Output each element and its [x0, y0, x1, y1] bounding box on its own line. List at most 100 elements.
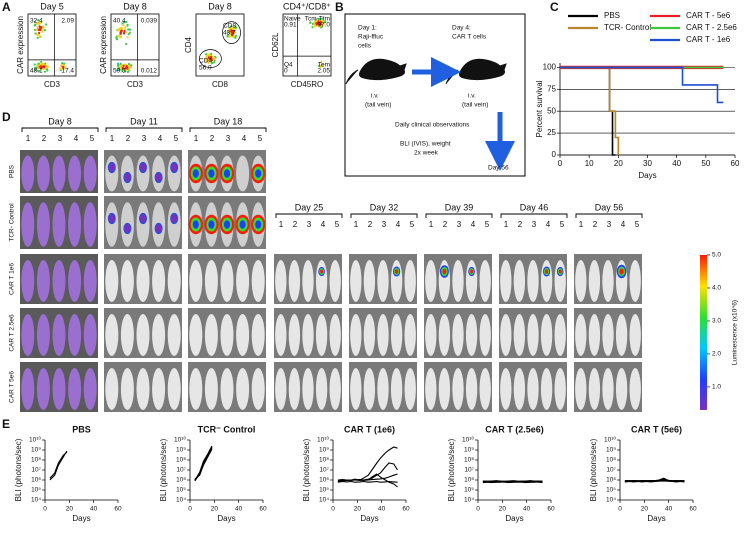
- y-tick-label: 10⁷: [464, 467, 474, 474]
- flow-event: [127, 28, 130, 31]
- mouse: [513, 368, 526, 410]
- bli-signal: [208, 220, 215, 229]
- bli-signal: [470, 269, 474, 274]
- mouse: [350, 368, 362, 410]
- bli-signal: [124, 173, 131, 182]
- y-tick-label: 75: [547, 84, 556, 93]
- x-axis-label: Days: [647, 514, 665, 523]
- bli-signal: [192, 169, 199, 178]
- gate-label: 2.09: [61, 18, 74, 25]
- bli-signal: [108, 163, 115, 172]
- mouse: [425, 260, 437, 302]
- flow-event: [59, 67, 62, 71]
- chart-title: PBS: [72, 424, 91, 434]
- mouse: [105, 155, 119, 192]
- gate: [222, 21, 241, 44]
- mouse-trace: [49, 450, 68, 481]
- flow-event: [121, 69, 124, 72]
- y-tick-label: 10⁴: [606, 497, 616, 504]
- mouse: [167, 260, 181, 302]
- mouse: [350, 260, 362, 302]
- mouse: [438, 368, 451, 410]
- mouse: [479, 260, 491, 302]
- mouse: [602, 260, 614, 302]
- flow-event: [228, 32, 232, 35]
- bli-signal: [255, 220, 262, 229]
- mouse: [21, 314, 35, 356]
- y-tick-label: 10⁴: [31, 497, 41, 504]
- gate-label: Tcm-Ttm: [305, 16, 330, 23]
- mouse: [500, 260, 512, 302]
- flow-event: [122, 24, 125, 27]
- protocol-text: CAR T cells: [452, 34, 487, 41]
- x-tick-label: 20: [354, 506, 362, 513]
- flow-event: [127, 33, 130, 36]
- bli-signal: [171, 214, 178, 223]
- y-tick-label: 50: [547, 106, 556, 115]
- flow-event: [207, 61, 210, 65]
- legend-label: CAR T - 5e6: [686, 11, 731, 20]
- flow-event: [124, 26, 127, 29]
- flow-event: [235, 26, 238, 29]
- mouse: [83, 260, 97, 302]
- group-label: TCR- Control: [9, 203, 16, 242]
- x-tick-label: 30: [643, 159, 652, 168]
- mouse: [36, 368, 50, 410]
- flow-event: [33, 63, 36, 66]
- mouse: [540, 368, 553, 410]
- y-tick-label: 10⁴: [464, 497, 474, 504]
- y-axis-label: BLI (photons/sec): [302, 438, 311, 501]
- y-tick-label: 10⁴: [176, 497, 186, 504]
- y-tick-label: 10⁵: [606, 487, 616, 494]
- mouse-trace: [337, 480, 398, 483]
- mouse: [465, 368, 478, 410]
- mouse: [204, 260, 218, 302]
- protocol-text: 2x week: [414, 150, 439, 157]
- mouse-number: 2: [368, 220, 373, 229]
- flow-event: [126, 70, 129, 74]
- day-bracket: [350, 213, 418, 218]
- mouse: [390, 314, 403, 356]
- colorbar-tick-label: 3.0: [712, 318, 721, 325]
- mouse-number: 4: [74, 134, 79, 143]
- mouse: [452, 368, 464, 410]
- flow-event: [35, 28, 38, 31]
- mouse: [36, 260, 50, 302]
- x-tick-label: 10: [585, 159, 594, 168]
- day-bracket: [425, 213, 493, 218]
- mouse: [465, 314, 478, 356]
- mouse-number: 1: [110, 134, 115, 143]
- flow-event: [204, 53, 208, 56]
- legend-label: PBS: [604, 11, 620, 20]
- gate-label: CD4: [199, 58, 212, 65]
- x-tick-label: 0: [331, 506, 335, 513]
- bli-signal: [223, 220, 231, 229]
- mouse: [167, 314, 181, 356]
- y-axis-label: BLI (photons/sec): [447, 438, 456, 501]
- mouse: [602, 368, 614, 410]
- flow-event: [123, 21, 126, 24]
- bli-signal: [442, 268, 447, 275]
- bli-signal: [155, 173, 162, 182]
- x-tick-label: 20: [66, 506, 74, 513]
- mouse: [236, 368, 250, 410]
- mouse-number: 4: [621, 220, 626, 229]
- flow-event: [208, 54, 212, 57]
- mouse: [615, 368, 628, 410]
- flow-event: [33, 28, 37, 31]
- mouse: [302, 314, 314, 356]
- mouse-number: 2: [42, 134, 47, 143]
- mouse: [377, 260, 389, 302]
- x-axis-label: Days: [72, 514, 90, 523]
- mouse: [275, 260, 287, 302]
- x-tick-label: 40: [90, 506, 98, 513]
- flow-event: [42, 67, 45, 71]
- mouse: [527, 368, 539, 410]
- y-tick-label: 10⁸: [319, 457, 329, 464]
- flow-event: [119, 62, 122, 65]
- flow-event: [45, 64, 48, 67]
- mouse: [629, 314, 641, 356]
- mouse: [588, 368, 601, 410]
- protocol-text: i.v.: [371, 93, 379, 100]
- flow-event: [228, 29, 231, 32]
